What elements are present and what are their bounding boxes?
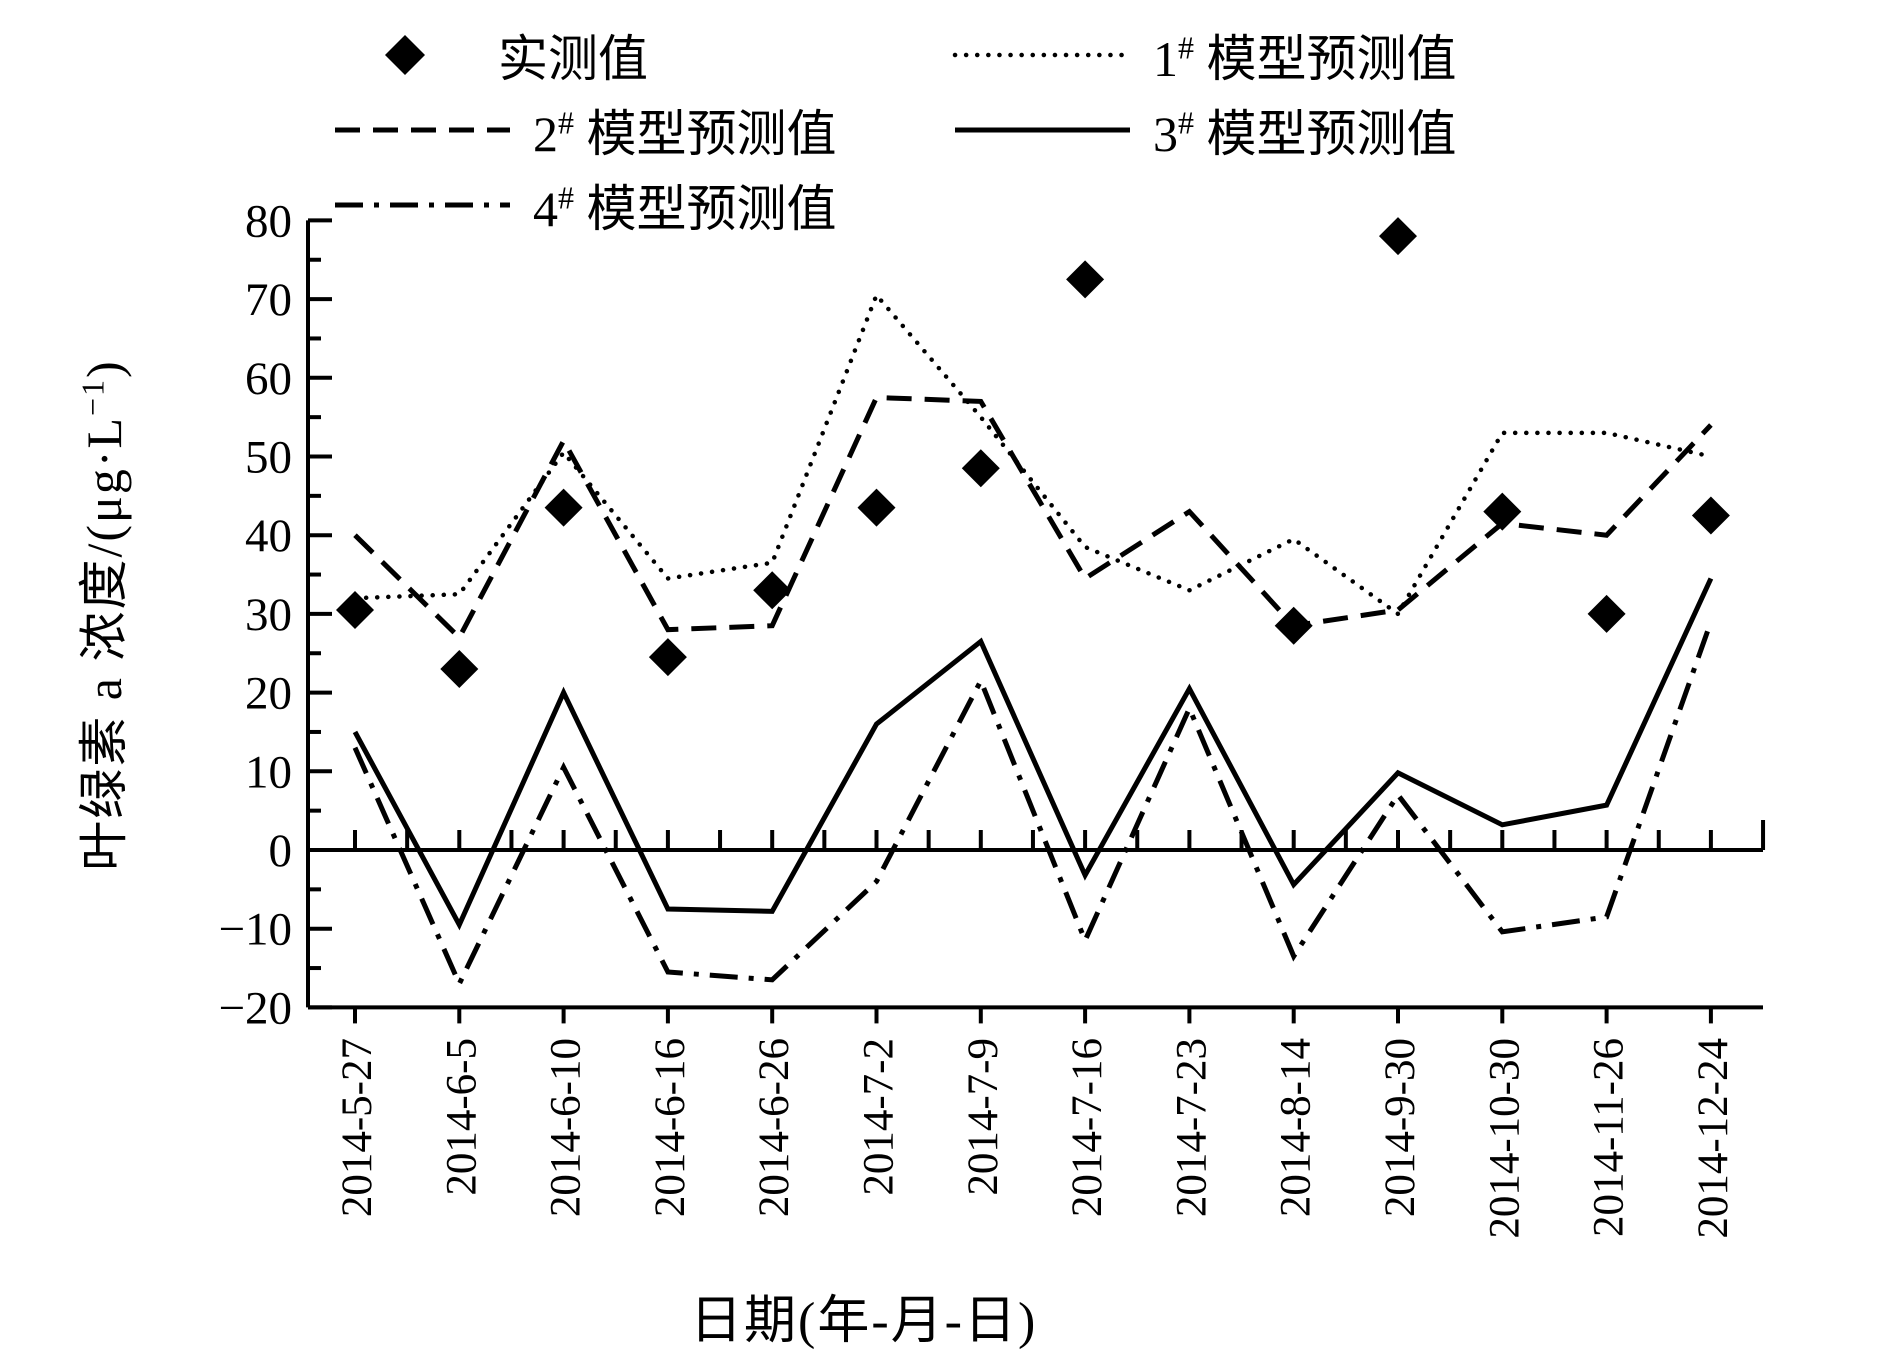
y-tick-label: 20 bbox=[245, 668, 292, 720]
dashdot-line-icon bbox=[335, 202, 510, 208]
measured-point bbox=[544, 488, 583, 527]
y-tick-label: 30 bbox=[245, 589, 292, 641]
x-tick-label: 2014-6-5 bbox=[438, 1038, 485, 1196]
x-tick-label: 2014-6-10 bbox=[543, 1038, 590, 1217]
measured-point bbox=[1066, 260, 1105, 299]
y-tick-label: −20 bbox=[218, 982, 292, 1034]
legend-label-measured: 实测值 bbox=[498, 31, 648, 87]
legend-item-model4: 4# 模型预测值 bbox=[330, 172, 837, 238]
x-tick-label: 2014-7-23 bbox=[1168, 1038, 1215, 1217]
x-tick-label: 2014-12-24 bbox=[1690, 1038, 1737, 1239]
x-tick-label: 2014-7-16 bbox=[1064, 1038, 1111, 1217]
series-line-model4 bbox=[352, 620, 1714, 990]
y-axis-title: 叶绿素 a 浓度/(μg·L−1) bbox=[74, 359, 132, 871]
y-tick-label: 60 bbox=[245, 353, 292, 405]
y-tick-label: 40 bbox=[245, 510, 292, 562]
legend-label-model3: 3# 模型预测值 bbox=[1153, 104, 1457, 162]
measured-point bbox=[648, 638, 687, 677]
y-tick-label: 50 bbox=[245, 432, 292, 484]
x-tick-label: 2014-6-26 bbox=[751, 1038, 798, 1217]
measured-point bbox=[440, 649, 479, 688]
x-tick-label: 2014-10-30 bbox=[1481, 1038, 1528, 1239]
x-tick-label: 2014-9-30 bbox=[1377, 1038, 1424, 1217]
legend-item-model2: 2# 模型预测值 bbox=[330, 97, 837, 163]
measured-point bbox=[1691, 496, 1730, 535]
legend-label-model2: 2# 模型预测值 bbox=[533, 104, 837, 162]
dotted-line-icon bbox=[952, 52, 1133, 58]
x-tick-label: 2014-7-2 bbox=[856, 1038, 903, 1196]
legend-item-model3: 3# 模型预测值 bbox=[950, 97, 1457, 163]
measured-point bbox=[1483, 492, 1522, 531]
measured-point bbox=[857, 488, 896, 527]
x-tick-label: 2014-11-26 bbox=[1586, 1038, 1633, 1237]
legend-item-measured: 实测值 bbox=[330, 22, 648, 88]
diamond-marker-icon bbox=[385, 35, 425, 75]
series-line-model2 bbox=[353, 394, 1713, 642]
legend-label-model4: 4# 模型预测值 bbox=[533, 179, 837, 237]
y-tick-label: 70 bbox=[245, 274, 292, 326]
x-tick-label: 2014-8-14 bbox=[1273, 1038, 1320, 1217]
series-line-model3 bbox=[352, 577, 1714, 931]
measured-point bbox=[753, 571, 792, 610]
y-tick-label: 0 bbox=[269, 825, 293, 877]
measured-point bbox=[336, 590, 374, 629]
legend-label-model1: 1# 模型预测值 bbox=[1153, 29, 1457, 87]
measured-point bbox=[961, 449, 1000, 488]
x-axis-title: 日期(年-月-日) bbox=[690, 1293, 1038, 1350]
measured-point bbox=[1379, 217, 1417, 256]
y-tick-label: 10 bbox=[245, 746, 292, 798]
x-tick-label: 2014-6-16 bbox=[647, 1038, 694, 1217]
y-tick-label: −10 bbox=[218, 904, 292, 956]
y-tick-label: 80 bbox=[245, 195, 292, 247]
legend-item-model1: 1# 模型预测值 bbox=[950, 22, 1457, 88]
x-tick-label: 2014-5-27 bbox=[334, 1038, 381, 1217]
dashed-line-icon bbox=[335, 127, 510, 133]
x-tick-label: 2014-7-9 bbox=[960, 1038, 1007, 1196]
solid-line-icon bbox=[955, 127, 1130, 133]
measured-point bbox=[1587, 594, 1626, 633]
